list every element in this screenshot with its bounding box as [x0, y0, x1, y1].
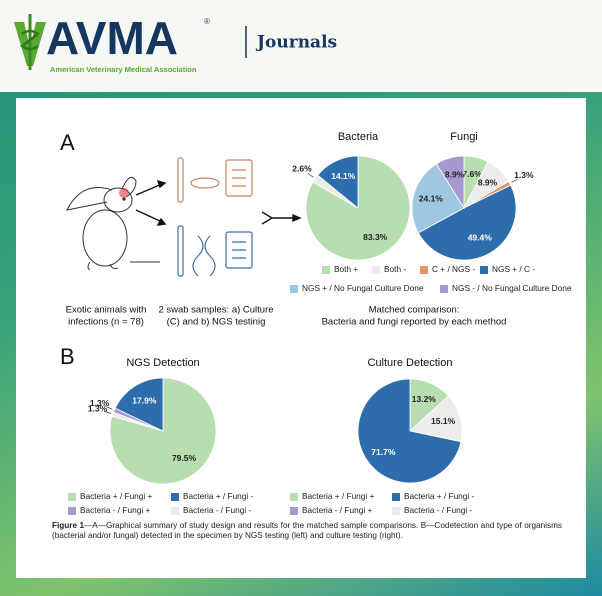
legend-label: Both - [384, 264, 406, 274]
leader-line [105, 406, 113, 410]
figure-caption: Figure 1—A—Graphical summary of study de… [52, 521, 562, 541]
swab-icons [177, 157, 253, 277]
panel-label: A [60, 130, 75, 155]
caption-line: (C) and b) NGS testinig [167, 317, 266, 328]
slice-label: 13.2% [412, 394, 437, 404]
pie-slice [114, 377, 164, 432]
infection-spot [119, 188, 129, 198]
legend-label: NGS + / No Fungal Culture Done [302, 283, 424, 293]
legend-swatch [290, 285, 298, 293]
slice-label: 1.3% [514, 170, 534, 180]
slice-label: 1.3% [90, 398, 110, 408]
legend-swatch [290, 493, 298, 501]
caption-line: Exotic animals with [66, 305, 147, 316]
legend-label: Both + [334, 264, 358, 274]
legend-swatch [420, 266, 428, 274]
legend-swatch [68, 507, 76, 515]
chart-title: Culture Detection [368, 357, 453, 369]
section-name: Journals [255, 33, 337, 53]
legend-swatch [480, 266, 488, 274]
slice-label: 83.3% [363, 232, 388, 242]
caption-text: —A—Graphical summary of study design and… [52, 521, 562, 540]
legend-label: Bacteria + / Fungi + [80, 491, 153, 501]
slice-label: 49.4% [468, 233, 493, 243]
legend-label: C + / NGS - [432, 264, 475, 274]
slice-label: 2.6% [292, 164, 312, 174]
legend-swatch [322, 266, 330, 274]
legend-label: Bacteria + / Fungi + [302, 491, 375, 501]
pie-slice [435, 155, 465, 210]
legend-swatch [290, 507, 298, 515]
leader-line [307, 173, 314, 178]
slice-label: 15.1% [431, 416, 456, 426]
pie-slice [411, 163, 465, 234]
caption-line: Bacteria and fungi reported by each meth… [322, 317, 507, 328]
slice-label: 24.1% [419, 194, 444, 204]
chart-title: Fungi [450, 131, 478, 143]
caption-lead: Figure 1 [52, 521, 85, 530]
leader-line [104, 410, 111, 414]
legend-label: Bacteria + / Fungi - [183, 491, 254, 501]
legend-label: Bacteria - / Fungi - [183, 505, 251, 515]
chart-title: Bacteria [338, 131, 379, 143]
legend-swatch [68, 493, 76, 501]
logo-icon [14, 14, 46, 70]
legend-swatch [372, 266, 380, 274]
pie-slice [357, 378, 462, 484]
slice-label: 71.7% [371, 447, 396, 457]
legend-label: Bacteria + / Fungi - [404, 491, 475, 501]
legend-label: Bacteria - / Fungi + [80, 505, 150, 515]
leader-line [511, 178, 518, 183]
logo-text: AVMA [46, 12, 178, 64]
registered-mark: ® [204, 17, 210, 26]
org-name: American Veterinary Medical Association [50, 65, 197, 74]
caption-line: infections (n = 78) [68, 317, 144, 328]
legend-swatch [392, 493, 400, 501]
legend-label: Bacteria - / Fungi + [302, 505, 372, 515]
pie-slice [317, 155, 359, 209]
slice-label: 14.1% [331, 171, 356, 181]
slice-label: 8.9% [445, 169, 465, 179]
caption-line: Matched comparison: [369, 305, 460, 316]
legend-swatch [171, 493, 179, 501]
arrows [135, 179, 302, 226]
legend-label: Bacteria - / Fungi - [404, 505, 472, 515]
chart-title: NGS Detection [126, 357, 199, 369]
slice-label: 79.5% [172, 453, 197, 463]
panel-label: B [60, 344, 75, 369]
caption-line: 2 swab samples: a) Culture [158, 305, 273, 316]
pie-slice [409, 395, 463, 443]
slice-label: 7.6% [462, 169, 482, 179]
legend-swatch [171, 507, 179, 515]
legend-label: NGS + / C - [492, 264, 535, 274]
slice-label: 8.9% [478, 177, 498, 187]
legend-label: NGS - / No Fungal Culture Done [452, 283, 572, 293]
legend-swatch [440, 285, 448, 293]
legend-swatch [392, 507, 400, 515]
header [0, 0, 602, 92]
pie-slice [417, 184, 517, 261]
slice-label: 17.9% [132, 396, 157, 406]
slice-label: 1.3% [88, 403, 108, 413]
